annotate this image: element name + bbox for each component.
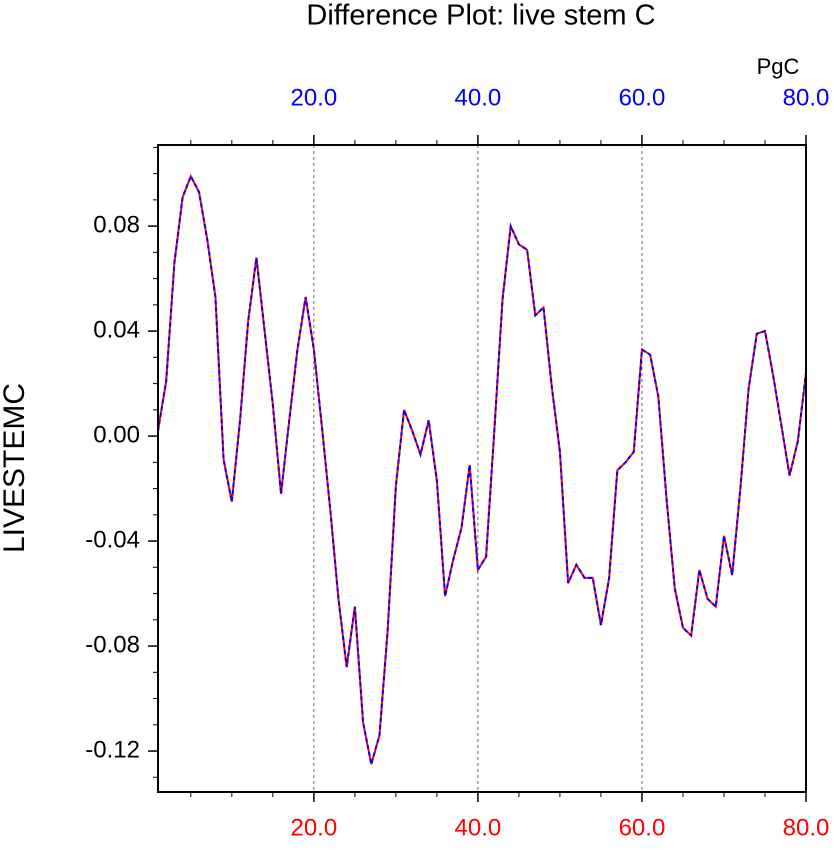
y-axis-label: LIVESTEMC [0, 383, 31, 553]
y-tick-label: 0.04 [93, 316, 140, 343]
x-tick-label-top: 40.0 [455, 84, 502, 111]
units-label: PgC [757, 54, 800, 79]
x-tick-label: 80.0 [783, 814, 830, 841]
x-tick-label: 40.0 [455, 814, 502, 841]
y-tick-label: 0.08 [93, 211, 140, 238]
y-tick-label: -0.08 [85, 631, 140, 658]
y-tick-label: 0.00 [93, 421, 140, 448]
x-tick-label-top: 60.0 [619, 84, 666, 111]
x-tick-label: 60.0 [619, 814, 666, 841]
series-line [157, 173, 807, 765]
plot-frame [157, 144, 807, 793]
y-tick-label: -0.12 [85, 736, 140, 763]
series-line [157, 173, 807, 765]
x-tick-label-top: 20.0 [290, 84, 337, 111]
x-tick-label: 20.0 [290, 814, 337, 841]
chart-title: Difference Plot: live stem C [306, 0, 655, 32]
y-tick-label: -0.04 [85, 526, 140, 553]
x-tick-label-top: 80.0 [783, 84, 830, 111]
